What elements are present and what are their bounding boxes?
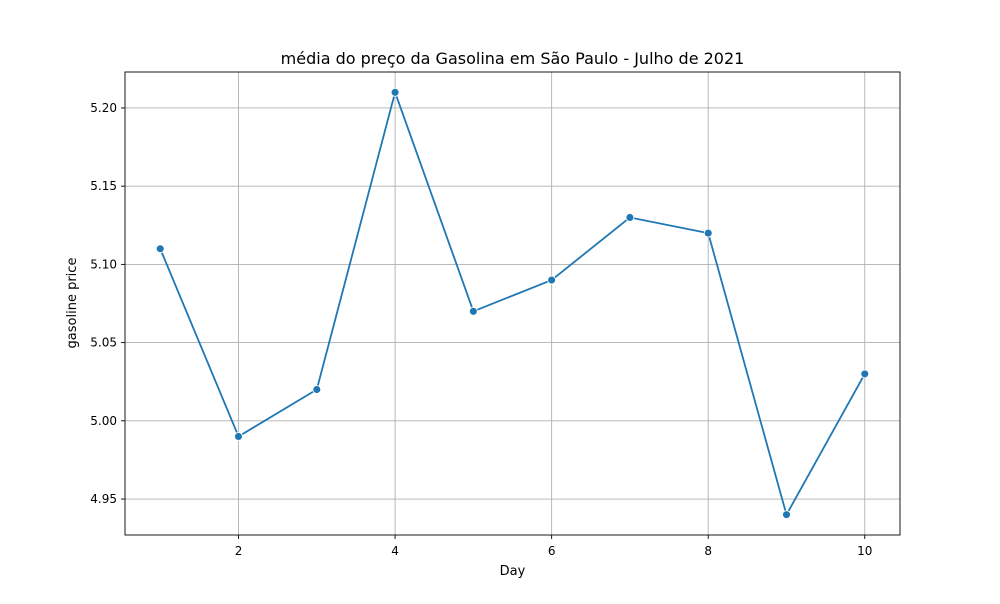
x-axis-label: Day (500, 564, 526, 579)
y-tick-label: 5.00 (90, 414, 117, 428)
y-tick-label: 5.05 (90, 336, 117, 350)
plot-frame (124, 71, 901, 536)
data-point (155, 244, 165, 254)
data-point (468, 306, 478, 316)
data-point (703, 228, 713, 238)
x-tick-label: 8 (704, 544, 712, 558)
data-point (625, 213, 635, 222)
y-tick-label: 4.95 (90, 492, 117, 506)
axes (124, 71, 901, 536)
series-line (159, 91, 866, 516)
x-tick-label: 4 (391, 544, 399, 558)
chart-title: média do preço da Gasolina em São Paulo … (281, 49, 745, 68)
grid (125, 72, 900, 535)
ticks: 2 4 6 8 10 4.95 5.00 5.05 5.10 5.15 5.20 (90, 101, 872, 558)
data-point (234, 432, 243, 441)
y-tick-label: 5.15 (90, 179, 117, 193)
data-point (782, 510, 791, 520)
data-point (860, 369, 870, 379)
x-tick-label: 10 (857, 544, 872, 558)
data-point (547, 275, 557, 285)
data-point (312, 385, 322, 394)
data-point (390, 87, 400, 97)
x-tick-label: 2 (235, 544, 243, 558)
y-axis-label: gasoline price (65, 258, 80, 349)
x-tick-label: 6 (548, 544, 556, 558)
y-tick-label: 5.10 (90, 257, 117, 271)
series (155, 87, 870, 520)
y-tick-label: 5.20 (90, 101, 117, 115)
